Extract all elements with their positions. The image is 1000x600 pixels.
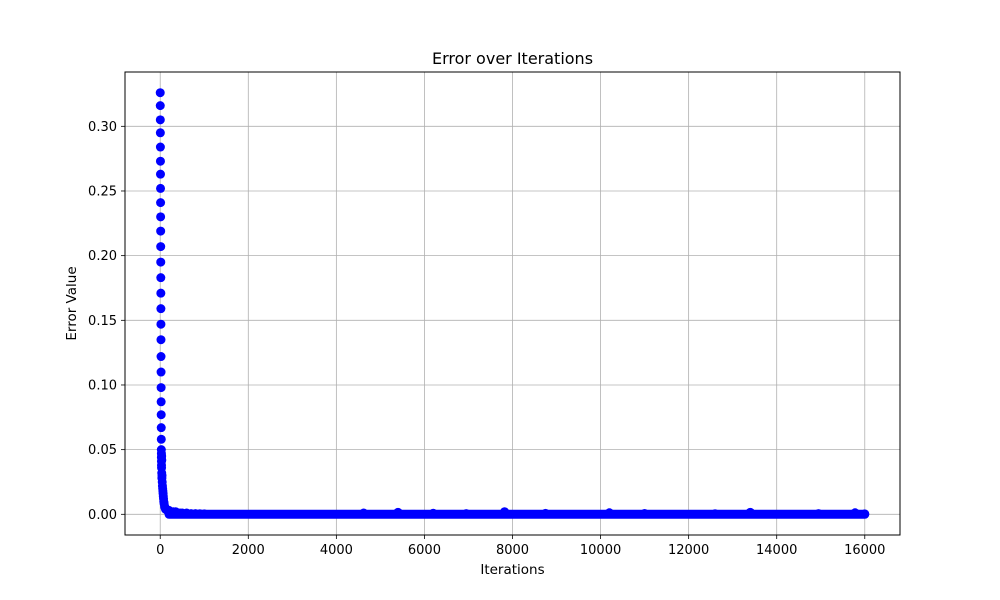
data-point <box>155 115 165 125</box>
data-point <box>156 304 166 314</box>
grid <box>125 72 900 535</box>
data-point <box>155 142 165 152</box>
data-point <box>156 273 166 283</box>
data-point <box>156 288 166 298</box>
data-point <box>157 471 167 481</box>
data-point <box>155 156 165 166</box>
y-tick-label: 0.15 <box>88 314 117 329</box>
data-point <box>156 352 166 362</box>
x-tick-label: 4000 <box>320 543 353 558</box>
data-points <box>155 88 870 519</box>
x-axis-ticks: 0 2000 4000 6000 8000 10000 12000 14000 16000 <box>156 535 885 558</box>
data-point <box>710 509 720 519</box>
data-point <box>461 509 471 519</box>
data-point <box>814 509 824 519</box>
data-point <box>156 226 166 236</box>
data-point <box>359 508 369 518</box>
data-point <box>393 507 403 517</box>
x-tick-label: 0 <box>156 543 164 558</box>
data-point <box>199 509 209 519</box>
y-tick-label: 0.05 <box>88 443 117 458</box>
data-point <box>156 257 166 267</box>
x-tick-label: 10000 <box>580 543 621 558</box>
data-point <box>156 183 166 193</box>
x-tick-label: 16000 <box>844 543 885 558</box>
data-point <box>156 423 166 433</box>
data-point <box>156 383 166 393</box>
data-point <box>156 367 166 377</box>
y-axis-ticks: 0.00 0.05 0.10 0.15 0.20 0.25 0.30 <box>88 120 125 523</box>
x-axis-label: Iterations <box>480 562 544 578</box>
data-point <box>155 128 165 138</box>
data-point <box>541 508 551 518</box>
data-point <box>604 508 614 518</box>
y-tick-label: 0.25 <box>88 184 117 199</box>
x-tick-label: 14000 <box>756 543 797 558</box>
data-point <box>745 507 755 517</box>
y-tick-label: 0.30 <box>88 120 117 135</box>
chart-title: Error over Iterations <box>432 49 593 68</box>
data-point <box>156 335 166 345</box>
x-tick-label: 12000 <box>668 543 709 558</box>
y-axis-label: Error Value <box>64 266 80 340</box>
data-point <box>155 88 165 98</box>
data-point <box>500 507 510 517</box>
data-point <box>156 410 166 420</box>
data-point <box>156 319 166 329</box>
y-tick-label: 0.20 <box>88 249 117 264</box>
data-point <box>850 508 860 518</box>
data-point <box>640 509 650 519</box>
data-point <box>428 508 438 518</box>
x-tick-label: 8000 <box>496 543 529 558</box>
y-tick-label: 0.00 <box>88 508 117 523</box>
data-point <box>860 509 870 519</box>
data-point <box>156 198 166 208</box>
data-point <box>157 455 167 465</box>
x-tick-label: 2000 <box>232 543 265 558</box>
y-tick-label: 0.10 <box>88 378 117 393</box>
data-point <box>156 397 166 407</box>
x-tick-label: 6000 <box>408 543 441 558</box>
data-point <box>155 101 165 111</box>
data-point <box>155 169 165 179</box>
data-point <box>156 434 166 444</box>
data-point <box>156 212 166 222</box>
data-point <box>156 242 166 252</box>
